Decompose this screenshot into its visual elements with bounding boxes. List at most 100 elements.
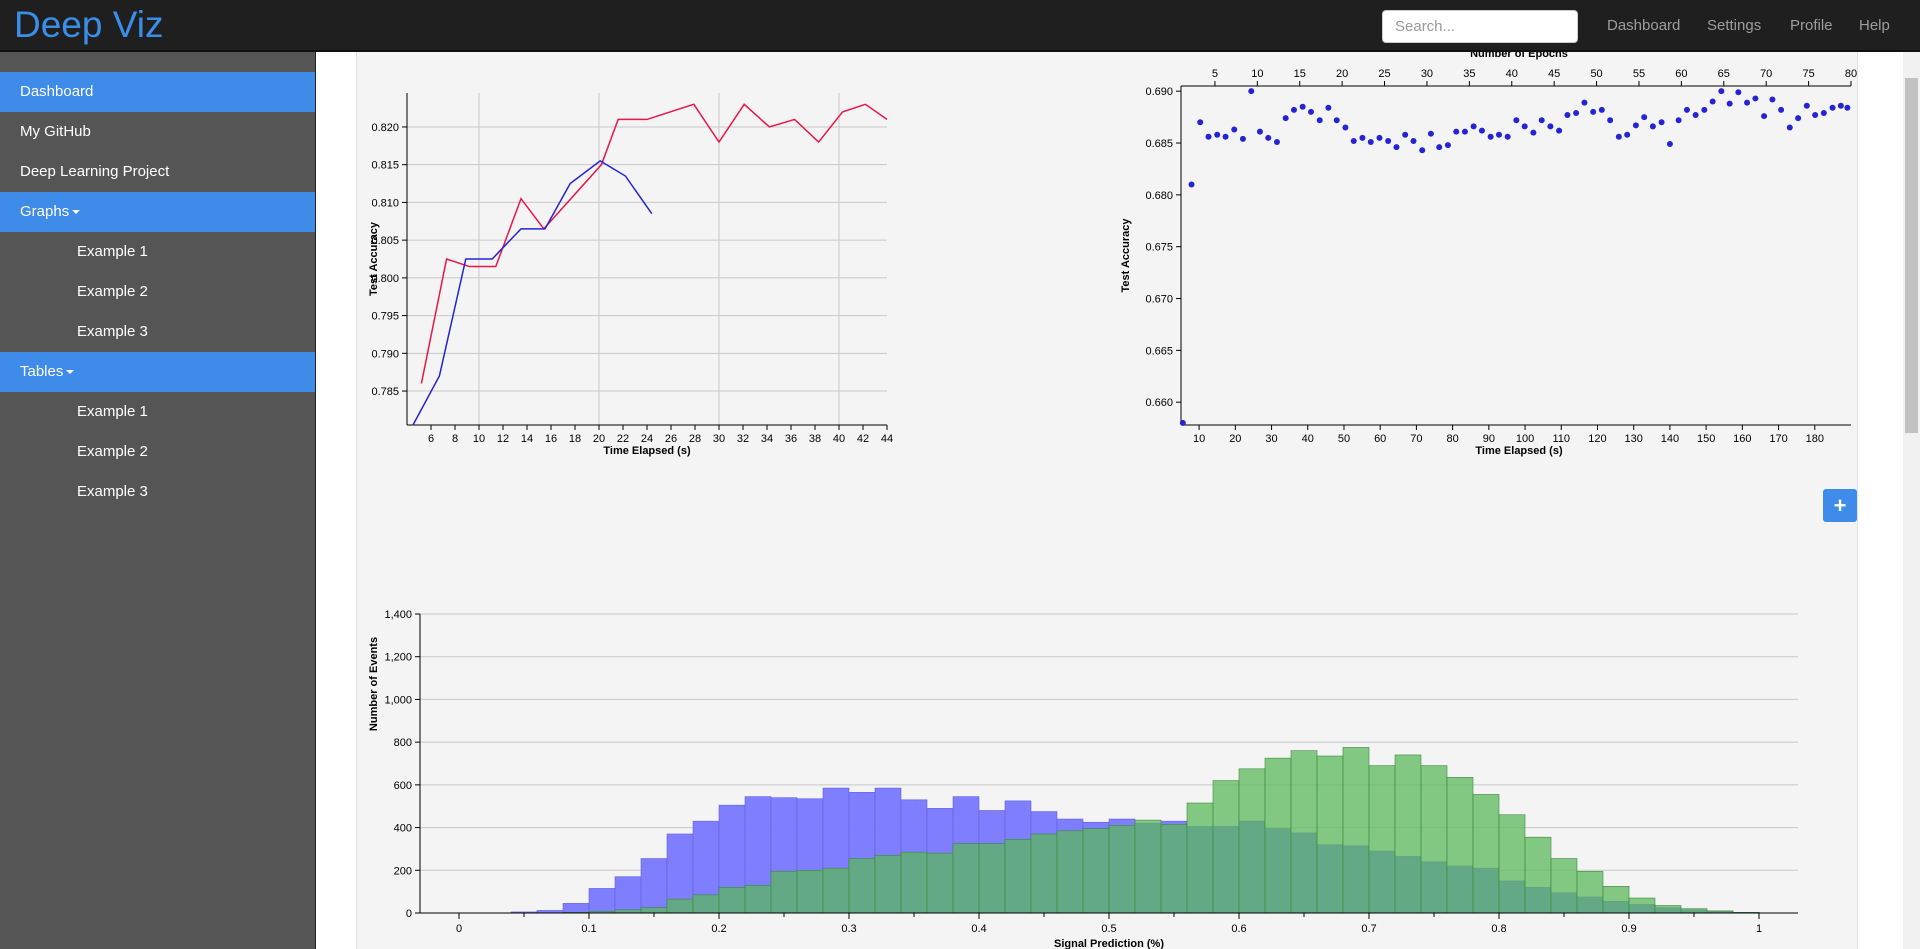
x-tick-label: 140 <box>1661 433 1679 445</box>
x-tick-label: 150 <box>1697 433 1715 445</box>
y-tick-label: 600 <box>394 780 412 792</box>
y-tick-label: 0.815 <box>371 160 399 172</box>
scatter-point <box>1718 88 1725 95</box>
y-tick-label: 0.785 <box>371 386 399 398</box>
sidebar-item-label: Example 2 <box>77 283 148 300</box>
scatter-point <box>1273 138 1280 145</box>
x2-tick-label: 25 <box>1378 68 1390 80</box>
x2-tick-label: 60 <box>1675 68 1687 80</box>
sidebar-item-deep-learning-project[interactable]: Deep Learning Project <box>0 152 315 192</box>
x-tick-label: 50 <box>1338 433 1350 445</box>
x-tick-label: 0.5 <box>1101 923 1116 935</box>
scatter-point <box>1530 129 1537 136</box>
histogram-bar-2 <box>718 887 746 914</box>
scatter-point <box>1769 96 1776 103</box>
histogram-bar-2 <box>900 851 928 914</box>
x-tick-label: 0 <box>456 923 462 935</box>
page-scrollbar[interactable] <box>1903 52 1920 949</box>
scatter-point <box>1239 135 1246 142</box>
scatter-point <box>1444 142 1451 149</box>
x-tick-label: 44 <box>881 433 893 445</box>
histogram-bar-2 <box>1160 824 1188 914</box>
x-tick-label: 12 <box>497 433 509 445</box>
histogram-bar-2 <box>1550 858 1578 914</box>
histogram-bar-2 <box>770 871 798 914</box>
scatter-point <box>1427 130 1434 137</box>
nav-dashboard-link[interactable]: Dashboard <box>1607 17 1681 34</box>
sidebar-item-graphs[interactable]: Graphs <box>0 192 315 232</box>
sidebar-item-tables-example-2[interactable]: Example 2 <box>0 432 315 472</box>
search-input[interactable] <box>1382 10 1578 43</box>
histogram-bar-2 <box>796 869 824 914</box>
x2-tick-label: 20 <box>1336 68 1348 80</box>
y-tick-label: 0 <box>406 908 412 920</box>
scatter-point <box>1478 127 1485 134</box>
y-tick-label: 1,200 <box>384 652 412 664</box>
histogram-bar-1 <box>614 876 642 914</box>
sidebar-item-label: Graphs <box>20 203 70 220</box>
sidebar-item-graphs-example-1[interactable]: Example 1 <box>0 232 315 272</box>
y-tick-label: 0.820 <box>371 122 399 134</box>
x2-tick-label: 5 <box>1212 68 1218 80</box>
x-tick-label: 180 <box>1806 433 1824 445</box>
scatter-point <box>1564 112 1571 119</box>
y-tick-label: 0.805 <box>371 235 399 247</box>
x-tick-label: 10 <box>1193 433 1205 445</box>
histogram-bar-1 <box>640 858 668 914</box>
scatter-point <box>1461 128 1468 135</box>
scatter-point <box>1641 114 1648 121</box>
sidebar-item-tables-example-3[interactable]: Example 3 <box>0 472 315 512</box>
nav-help-link[interactable]: Help <box>1859 17 1890 34</box>
x-tick-label: 8 <box>452 433 458 445</box>
x2-tick-label: 80 <box>1845 68 1857 80</box>
sidebar-item-github[interactable]: My GitHub <box>0 112 315 152</box>
y-tick-label: 0.795 <box>371 311 399 323</box>
scatter-point <box>1214 131 1221 138</box>
x-tick-label: 110 <box>1552 433 1570 445</box>
x-tick-label: 0.4 <box>971 923 986 935</box>
x-tick-label: 30 <box>1265 433 1277 445</box>
sidebar-item-tables[interactable]: Tables <box>0 352 315 392</box>
add-button[interactable]: + <box>1823 489 1857 522</box>
scatter-point <box>1402 131 1409 138</box>
histogram-bar-2 <box>1446 777 1474 914</box>
scatter-point <box>1436 144 1443 151</box>
nav-settings-link[interactable]: Settings <box>1707 17 1762 34</box>
histogram-bar-2 <box>666 898 694 914</box>
scatter-point <box>1786 124 1793 131</box>
scatter-point <box>1844 104 1851 111</box>
scatter-point <box>1735 89 1742 96</box>
x2-tick-label: 15 <box>1294 68 1306 80</box>
x-tick-label: 34 <box>761 433 773 445</box>
x-tick-label: 20 <box>593 433 605 445</box>
scatter-point <box>1188 181 1195 188</box>
sidebar-item-label: Example 1 <box>77 243 148 260</box>
sidebar-item-graphs-example-3[interactable]: Example 3 <box>0 312 315 352</box>
scatter-point <box>1419 147 1426 154</box>
brand-logo[interactable]: Deep Viz <box>14 4 164 45</box>
y-axis-label: Test Accuracy <box>1120 218 1132 293</box>
x-tick-label: 120 <box>1588 433 1606 445</box>
scatter-point <box>1504 133 1511 140</box>
y-tick-label: 0.800 <box>371 273 399 285</box>
x-tick-label: 90 <box>1483 433 1495 445</box>
scatter-point <box>1197 119 1204 126</box>
sidebar-item-tables-example-1[interactable]: Example 1 <box>0 392 315 432</box>
accuracy-scatter-chart: 0.660 0.665 0.670 0.675 0.680 0.685 0.690 10 20 3… <box>1120 52 1857 457</box>
sidebar: Dashboard My GitHub Deep Learning Projec… <box>0 52 316 949</box>
histogram-bar-2 <box>952 843 980 914</box>
scatter-point <box>1325 104 1332 111</box>
scatter-point <box>1632 122 1639 129</box>
y-axis-label: Test Accuracy <box>368 221 380 296</box>
scatter-point <box>1487 133 1494 140</box>
scatter-point <box>1256 128 1263 135</box>
scatter-point <box>1222 133 1229 140</box>
scrollbar-thumb[interactable] <box>1905 78 1918 433</box>
nav-profile-link[interactable]: Profile <box>1790 17 1833 34</box>
scatter-point <box>1624 131 1631 138</box>
x-tick-label: 28 <box>689 433 701 445</box>
sidebar-item-graphs-example-2[interactable]: Example 2 <box>0 272 315 312</box>
sidebar-item-dashboard[interactable]: Dashboard <box>0 72 315 112</box>
y-tick-label: 1,400 <box>384 609 412 621</box>
y-tick-label: 0.810 <box>371 197 399 209</box>
